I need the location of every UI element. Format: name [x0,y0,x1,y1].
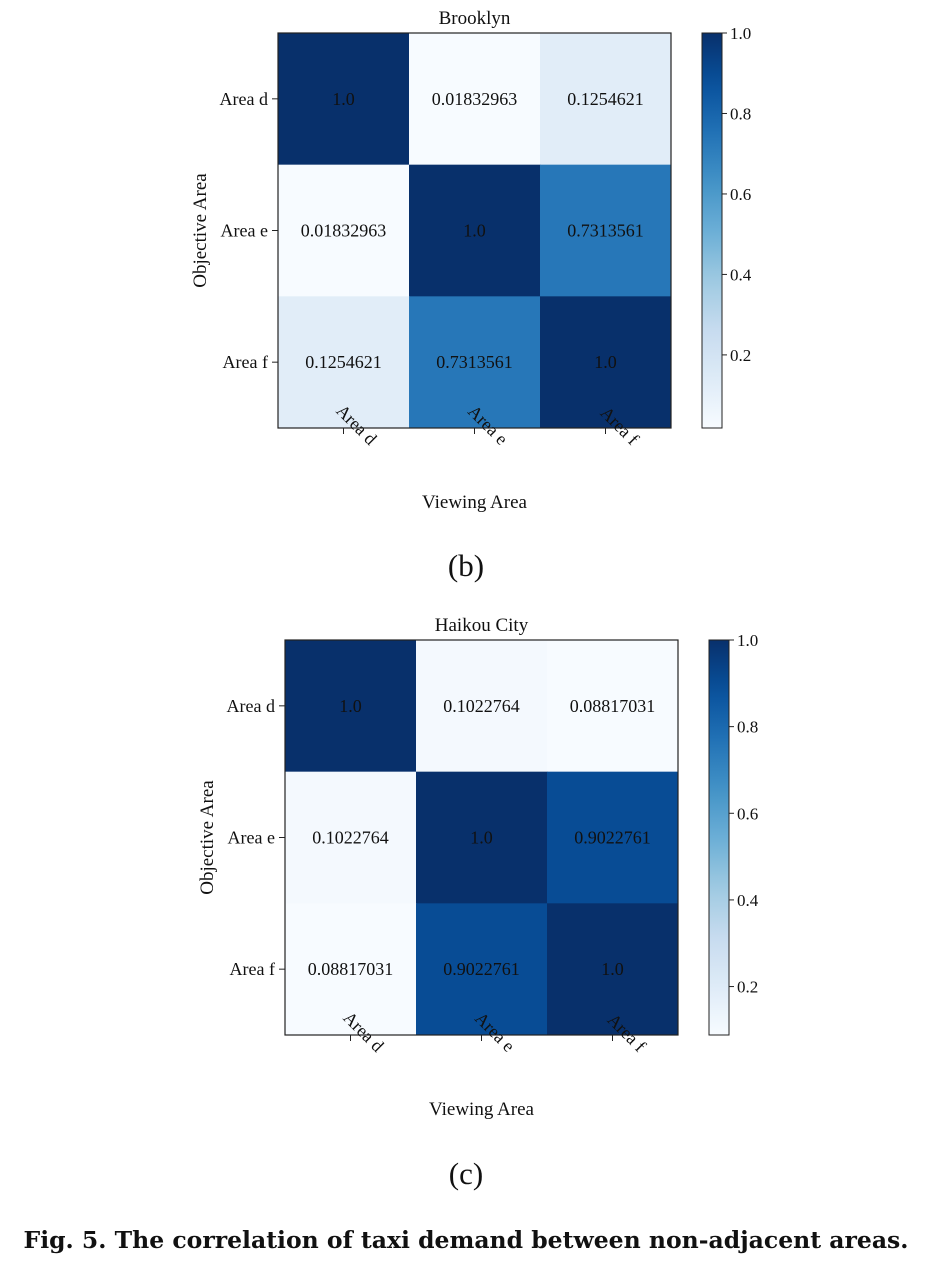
cell-value-label: 0.08817031 [308,959,394,979]
chart-title: Brooklyn [439,8,511,29]
cell-value-label: 0.01832963 [301,221,387,241]
colorbar-tick-label: 0.4 [737,891,759,910]
colorbar-tick-label: 0.8 [730,104,751,123]
x-axis-label: Viewing Area [429,1099,534,1120]
heatmap-chart-brooklyn: Brooklyn 1.0 0.01832963 0.1254621 0.01832963… [190,8,752,513]
x-axis-label: Viewing Area [422,492,527,513]
heatmap-cell [285,903,417,1036]
heatmap-cell [416,640,548,773]
colorbar-tick-label: 1.0 [737,631,758,650]
colorbar-tick-label: 0.6 [737,804,758,823]
cell-value-label: 1.0 [470,828,493,848]
heatmap-cell [285,640,417,773]
cell-value-label: 0.7313561 [567,221,644,241]
colorbar-tick-label: 0.6 [730,185,751,204]
heatmap-cell [278,33,410,166]
colorbar-tick-label: 0.2 [737,978,758,997]
heatmap-cell [416,903,548,1036]
colorbar-tick-label: 0.8 [737,718,758,737]
heatmap-cell [278,296,410,429]
heatmap-cell [547,903,679,1036]
colorbar [701,32,723,429]
colorbar [708,639,730,1036]
cell-value-label: 1.0 [332,89,355,109]
heatmap-cell [409,296,541,429]
panel-label-c: (c) [448,1156,484,1191]
cell-value-label: 1.0 [601,959,624,979]
cell-value-label: 0.1022764 [443,696,520,716]
y-tick-label: Area f [223,352,268,372]
heatmap-cell [540,296,672,429]
heatmap-cell [540,33,672,166]
chart-title: Haikou City [435,615,529,636]
colorbar-tick-label: 0.2 [730,346,751,365]
colorbar-tick-label: 0.4 [730,265,752,284]
cell-value-label: 0.1022764 [312,828,389,848]
cell-value-label: 0.1254621 [305,352,382,372]
heatmap-cell [409,164,541,297]
cell-value-label: 0.9022761 [574,828,651,848]
heatmap-cell [285,771,417,904]
colorbar-tick-label: 1.0 [730,24,751,43]
y-tick-label: Area d [227,696,275,716]
heatmap-cell [547,640,679,773]
heatmap-cell [540,164,672,297]
cell-value-label: 1.0 [339,696,362,716]
cell-value-label: 0.08817031 [570,696,656,716]
cell-value-label: 1.0 [463,221,486,241]
y-tick-label: Area e [228,828,275,848]
figure-caption: Fig. 5. The correlation of taxi demand b… [23,1226,909,1254]
heatmap-chart-haikou: Haikou City 1.0 0.1022764 0.08817031 0.10227… [197,615,759,1120]
cell-value-label: 0.01832963 [432,89,518,109]
y-tick-label: Area d [220,89,268,109]
y-axis-label: Objective Area [197,780,218,895]
y-axis-label: Objective Area [190,173,211,288]
heatmap-cell [278,164,410,297]
heatmap-cell [416,771,548,904]
y-tick-label: Area e [221,221,268,241]
cell-value-label: 1.0 [594,352,617,372]
y-tick-label: Area f [230,959,275,979]
cell-value-label: 0.9022761 [443,959,520,979]
panel-label-b: (b) [447,548,485,583]
cell-value-label: 0.7313561 [436,352,513,372]
cell-value-label: 0.1254621 [567,89,644,109]
heatmap-cell [547,771,679,904]
heatmap-cell [409,33,541,166]
